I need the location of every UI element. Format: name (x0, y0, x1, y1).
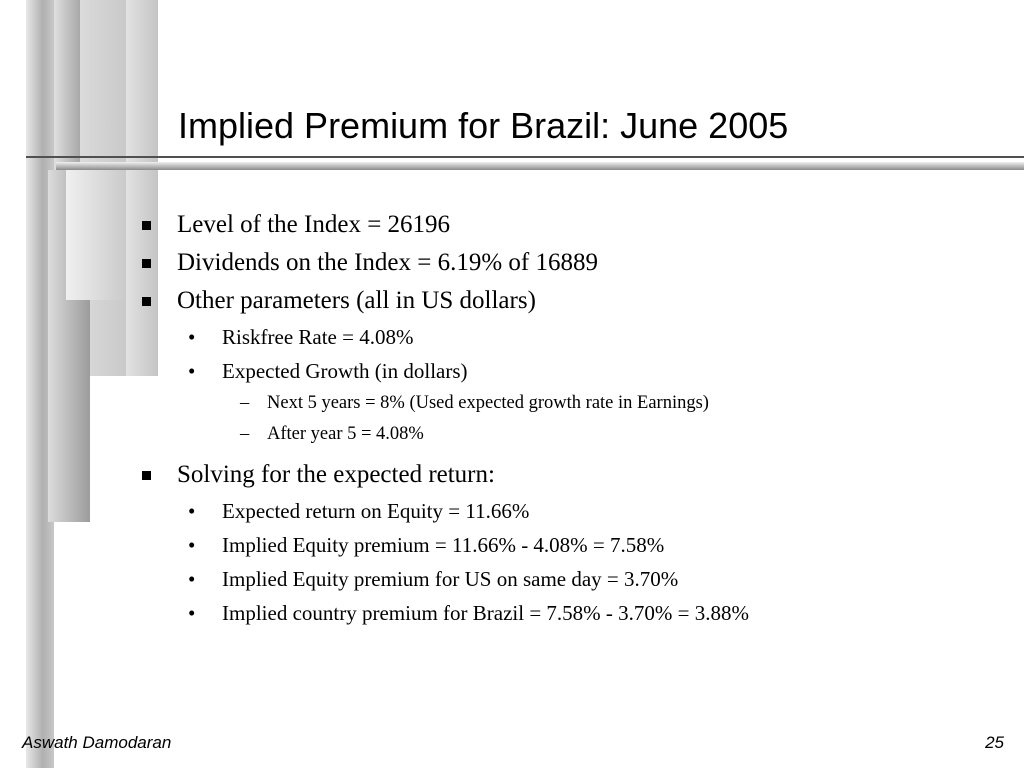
square-bullet-icon (142, 297, 151, 306)
dot-bullet-icon: • (188, 601, 196, 625)
bullet-item: Level of the Index = 26196 (140, 206, 1010, 244)
slide-title: Implied Premium for Brazil: June 2005 (178, 105, 789, 146)
sub-bullet-item: • Implied Equity premium = 11.66% - 4.08… (140, 528, 1010, 562)
decorative-bar (126, 0, 158, 376)
bullet-text: Solving for the expected return: (177, 461, 495, 488)
sub-sub-bullet-item: – Next 5 years = 8% (Used expected growt… (140, 388, 1010, 419)
title-divider-bar (56, 162, 1024, 170)
dash-bullet-icon: – (240, 393, 250, 413)
bullet-text: Level of the Index = 26196 (177, 211, 451, 238)
dash-bullet-icon: – (240, 424, 250, 444)
title-divider-line (26, 156, 1024, 158)
sub-bullet-text: Expected return on Equity = 11.66% (222, 499, 530, 523)
divider-gap (158, 150, 1024, 156)
sub-bullet-text: Implied country premium for Brazil = 7.5… (222, 601, 749, 625)
bullet-text: Other parameters (all in US dollars) (177, 287, 536, 314)
sub-sub-bullet-item: – After year 5 = 4.08% (140, 419, 1010, 450)
sub-bullet-text: Riskfree Rate = 4.08% (222, 325, 414, 349)
sub-bullet-item: • Implied country premium for Brazil = 7… (140, 596, 1010, 630)
square-bullet-icon (142, 471, 151, 480)
decorative-bar (66, 170, 126, 300)
sub-bullet-text: Implied Equity premium for US on same da… (222, 567, 679, 591)
page-number: 25 (985, 733, 1004, 752)
dot-bullet-icon: • (188, 567, 196, 591)
sub-bullet-item: • Expected return on Equity = 11.66% (140, 494, 1010, 528)
sub-bullet-item: • Riskfree Rate = 4.08% (140, 320, 1010, 354)
bullet-item: Solving for the expected return: (140, 456, 1010, 494)
sub-sub-bullet-text: After year 5 = 4.08% (267, 424, 424, 444)
sub-bullet-item: • Implied Equity premium for US on same … (140, 562, 1010, 596)
bullet-item: Other parameters (all in US dollars) (140, 282, 1010, 320)
sub-bullet-item: • Expected Growth (in dollars) (140, 354, 1010, 388)
bullet-text: Dividends on the Index = 6.19% of 16889 (177, 249, 598, 276)
footer-author: Aswath Damodaran (22, 733, 172, 752)
square-bullet-icon (142, 259, 151, 268)
bullet-item: Dividends on the Index = 6.19% of 16889 (140, 244, 1010, 282)
sub-bullet-text: Expected Growth (in dollars) (222, 359, 468, 383)
sub-bullet-text: Implied Equity premium = 11.66% - 4.08% … (222, 533, 665, 557)
dot-bullet-icon: • (188, 533, 196, 557)
square-bullet-icon (142, 221, 151, 230)
dot-bullet-icon: • (188, 499, 196, 523)
slide-content: Level of the Index = 26196 Dividends on … (140, 206, 1010, 630)
sub-sub-bullet-text: Next 5 years = 8% (Used expected growth … (267, 393, 709, 413)
dot-bullet-icon: • (188, 359, 196, 383)
dot-bullet-icon: • (188, 325, 196, 349)
